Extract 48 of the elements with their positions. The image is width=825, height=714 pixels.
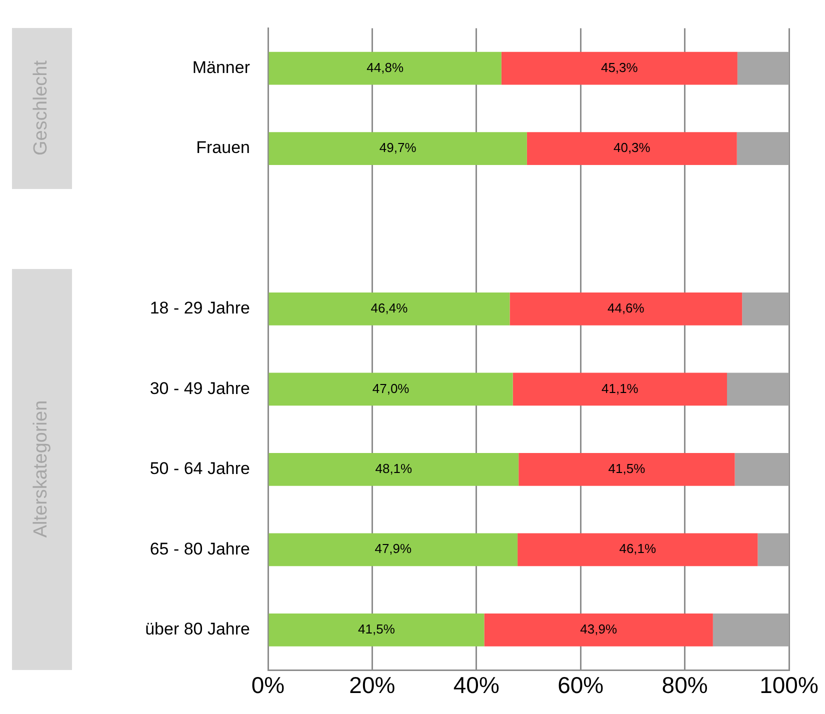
x-tick-label: 100%: [760, 672, 818, 698]
bar: [484, 613, 713, 646]
y-tick-label: 65 - 80 Jahre: [150, 539, 250, 558]
data-label: 46,1%: [619, 541, 657, 556]
bar: [268, 132, 527, 165]
x-tick-label: 40%: [453, 672, 500, 698]
data-label: 49,7%: [379, 140, 417, 156]
bar: [736, 132, 789, 165]
y-tick-label: 50 - 64 Jahre: [150, 459, 250, 478]
x-tick-label: 0%: [251, 672, 285, 698]
y-tick-label: Frauen: [196, 138, 250, 158]
bar: [734, 452, 789, 486]
data-label: 41,1%: [602, 380, 639, 396]
bar: [268, 52, 502, 85]
data-label: 40,3%: [613, 140, 651, 156]
y-tick-label: über 80 Jahre: [145, 620, 250, 639]
data-label: 47,0%: [372, 380, 410, 396]
x-tick-label: 20%: [349, 672, 396, 698]
data-label: 44,6%: [607, 300, 645, 316]
data-label: 46,4%: [370, 300, 408, 316]
bar: [526, 132, 737, 165]
bar: [268, 533, 518, 566]
bar: [727, 372, 789, 406]
data-label: 43,9%: [580, 621, 618, 636]
bar: [512, 372, 727, 406]
bar: [518, 533, 758, 566]
bar: [742, 292, 789, 326]
data-label: 45,3%: [600, 60, 638, 75]
bar: [268, 292, 510, 326]
data-label: 41,5%: [608, 461, 646, 476]
data-label: 48,1%: [375, 461, 413, 476]
bar: [758, 533, 789, 566]
bar: [268, 372, 513, 406]
bar: [737, 52, 789, 85]
bar: [518, 452, 735, 486]
y-tick-label: 30 - 49 Jahre: [150, 378, 250, 398]
bar: [268, 613, 484, 646]
bar: [712, 613, 789, 646]
bar: [501, 52, 738, 85]
data-label: 41,5%: [358, 621, 396, 636]
data-label: 47,9%: [374, 541, 412, 556]
bar: [510, 292, 742, 326]
data-label: 44,8%: [366, 60, 404, 75]
y-tick-label: 18 - 29 Jahre: [150, 298, 250, 318]
bar: [268, 452, 519, 486]
x-tick-label: 60%: [558, 672, 604, 698]
x-tick-label: 80%: [662, 672, 708, 698]
y-tick-label: Männer: [192, 58, 250, 77]
